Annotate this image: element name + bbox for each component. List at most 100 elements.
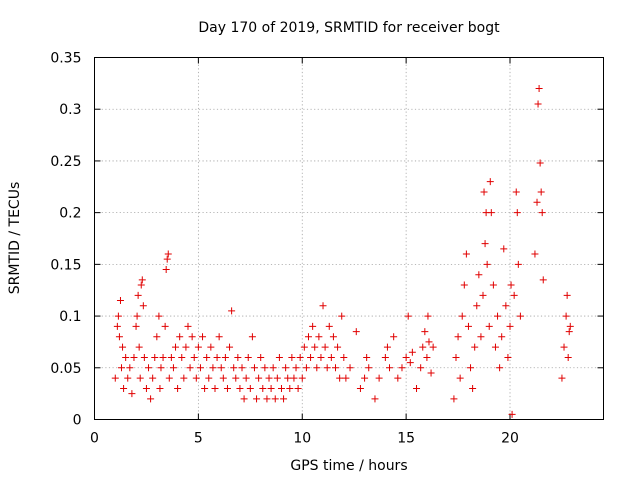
data-point <box>334 343 342 351</box>
data-point <box>151 353 159 361</box>
data-point <box>284 374 292 382</box>
data-point <box>267 384 275 392</box>
data-point <box>480 188 488 196</box>
data-point <box>167 353 175 361</box>
y-tick-label: 0.15 <box>50 257 81 273</box>
data-point <box>271 395 279 403</box>
axis-ticks: 0 5 10 15 20 0 0.05 0.1 0.15 0.2 0.25 0.3 0.35 <box>50 51 604 447</box>
data-point <box>460 281 468 289</box>
data-point <box>386 364 394 372</box>
grid <box>94 57 604 420</box>
data-point <box>122 353 130 361</box>
data-point <box>192 374 200 382</box>
data-point <box>558 374 566 382</box>
data-point <box>477 333 485 341</box>
data-point <box>215 333 223 341</box>
data-point <box>408 348 416 356</box>
data-point <box>494 312 502 320</box>
data-point <box>464 322 472 330</box>
data-point <box>302 364 310 372</box>
data-point <box>475 271 483 279</box>
data-point <box>190 353 198 361</box>
data-point <box>265 374 273 382</box>
data-point <box>161 322 169 330</box>
data-point <box>394 374 402 382</box>
data-point <box>137 281 145 289</box>
data-point <box>363 353 371 361</box>
data-point <box>406 359 414 367</box>
data-point <box>282 364 290 372</box>
data-point <box>234 353 242 361</box>
data-point <box>142 384 150 392</box>
data-point <box>164 250 172 258</box>
data-point <box>255 374 263 382</box>
data-point <box>502 302 510 310</box>
data-point <box>157 364 165 372</box>
data-point <box>531 250 539 258</box>
data-point <box>317 353 325 361</box>
data-point <box>261 364 269 372</box>
data-point <box>111 374 119 382</box>
data-point <box>163 255 171 263</box>
data-point <box>486 178 494 186</box>
data-point <box>423 353 431 361</box>
data-point <box>180 374 188 382</box>
data-point <box>506 322 514 330</box>
data-point <box>452 353 460 361</box>
x-tick-label: 10 <box>293 431 311 447</box>
data-point <box>338 312 346 320</box>
data-point <box>491 343 499 351</box>
data-point <box>513 209 521 217</box>
data-point <box>273 374 281 382</box>
data-point <box>136 374 144 382</box>
data-point <box>458 312 466 320</box>
data-point <box>319 302 327 310</box>
data-point <box>500 245 508 253</box>
data-point <box>269 364 277 372</box>
data-point <box>244 353 252 361</box>
data-point <box>292 364 300 372</box>
y-tick-label: 0.35 <box>50 51 81 67</box>
data-point <box>169 364 177 372</box>
x-tick-label: 20 <box>501 431 519 447</box>
data-point <box>174 384 182 392</box>
data-point <box>207 343 215 351</box>
data-point <box>246 384 254 392</box>
data-point <box>483 260 491 268</box>
data-point <box>504 353 512 361</box>
data-point <box>512 188 520 196</box>
data-point <box>219 374 227 382</box>
data-point <box>134 291 142 299</box>
data-point <box>162 266 170 274</box>
data-point <box>250 364 258 372</box>
data-point <box>149 374 157 382</box>
data-point <box>209 364 217 372</box>
data-point <box>404 312 412 320</box>
data-point <box>563 291 571 299</box>
data-point <box>194 343 202 351</box>
data-point <box>514 260 522 268</box>
data-point <box>155 312 163 320</box>
y-tick-label: 0.25 <box>50 154 81 170</box>
data-point <box>188 333 196 341</box>
y-tick-label: 0 <box>73 413 82 429</box>
data-point <box>203 353 211 361</box>
data-point <box>315 333 323 341</box>
data-point <box>533 198 541 206</box>
data-point <box>130 353 138 361</box>
data-point <box>242 374 250 382</box>
data-point <box>277 384 285 392</box>
data-point <box>230 364 238 372</box>
data-point <box>228 307 236 315</box>
data-point <box>467 364 475 372</box>
data-point <box>286 384 294 392</box>
data-point <box>427 369 435 377</box>
data-point <box>537 188 545 196</box>
data-point <box>135 343 143 351</box>
data-point <box>390 333 398 341</box>
data-point <box>473 302 481 310</box>
y-tick-label: 0.1 <box>59 309 81 325</box>
x-tick-label: 5 <box>194 431 203 447</box>
data-point <box>413 384 421 392</box>
